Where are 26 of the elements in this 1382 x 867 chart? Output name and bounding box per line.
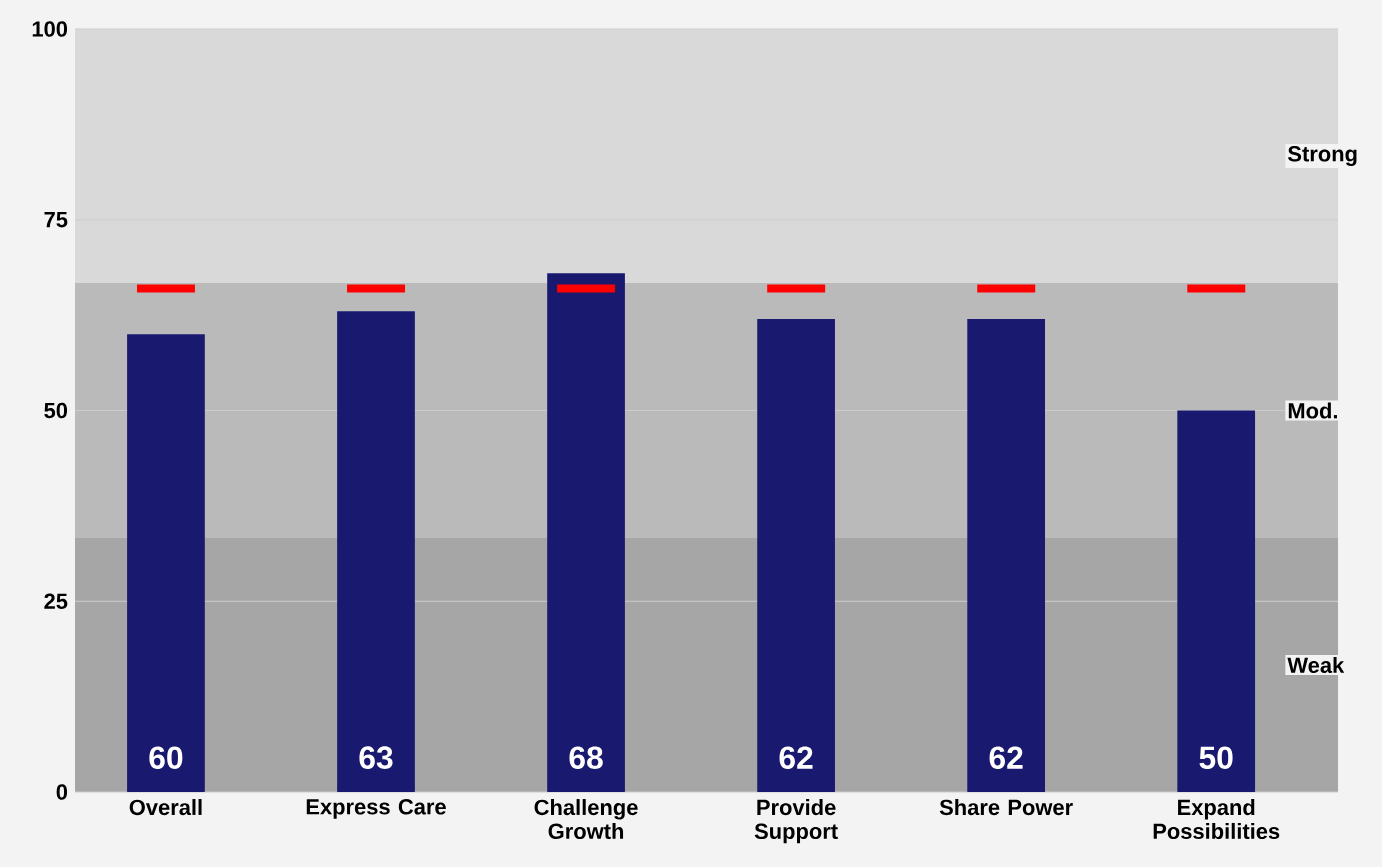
data-label: 62	[779, 746, 813, 769]
y-tick-label: 75	[44, 212, 68, 228]
data-label: 68	[569, 746, 603, 769]
bar	[547, 273, 625, 792]
y-tick-label: 0	[56, 784, 68, 800]
x-tick-label: Expand Possibilities	[1153, 799, 1280, 840]
band-label: Weak	[1287, 656, 1345, 674]
bar	[967, 318, 1046, 792]
band-label: Mod.	[1288, 402, 1337, 419]
bar	[1177, 410, 1256, 792]
data-label: 50	[1199, 746, 1233, 769]
x-tick-label: Provide Support	[754, 799, 838, 844]
bar	[757, 318, 835, 792]
x-tick-label: Challenge Growth	[534, 799, 638, 840]
x-tick-label: Express Care	[306, 799, 446, 819]
y-tick-label: 50	[44, 402, 68, 419]
bar	[337, 311, 415, 792]
x-tick-label: Overall	[129, 799, 202, 816]
y-tick-label: 100	[32, 21, 68, 37]
band-label: Strong	[1287, 146, 1357, 167]
data-label: 63	[359, 746, 393, 769]
bar	[127, 334, 205, 792]
data-label: 62	[989, 746, 1023, 769]
x-tick-label: Share Power	[939, 799, 1073, 816]
y-tick-label: 25	[44, 593, 68, 610]
data-label: 60	[149, 746, 183, 769]
